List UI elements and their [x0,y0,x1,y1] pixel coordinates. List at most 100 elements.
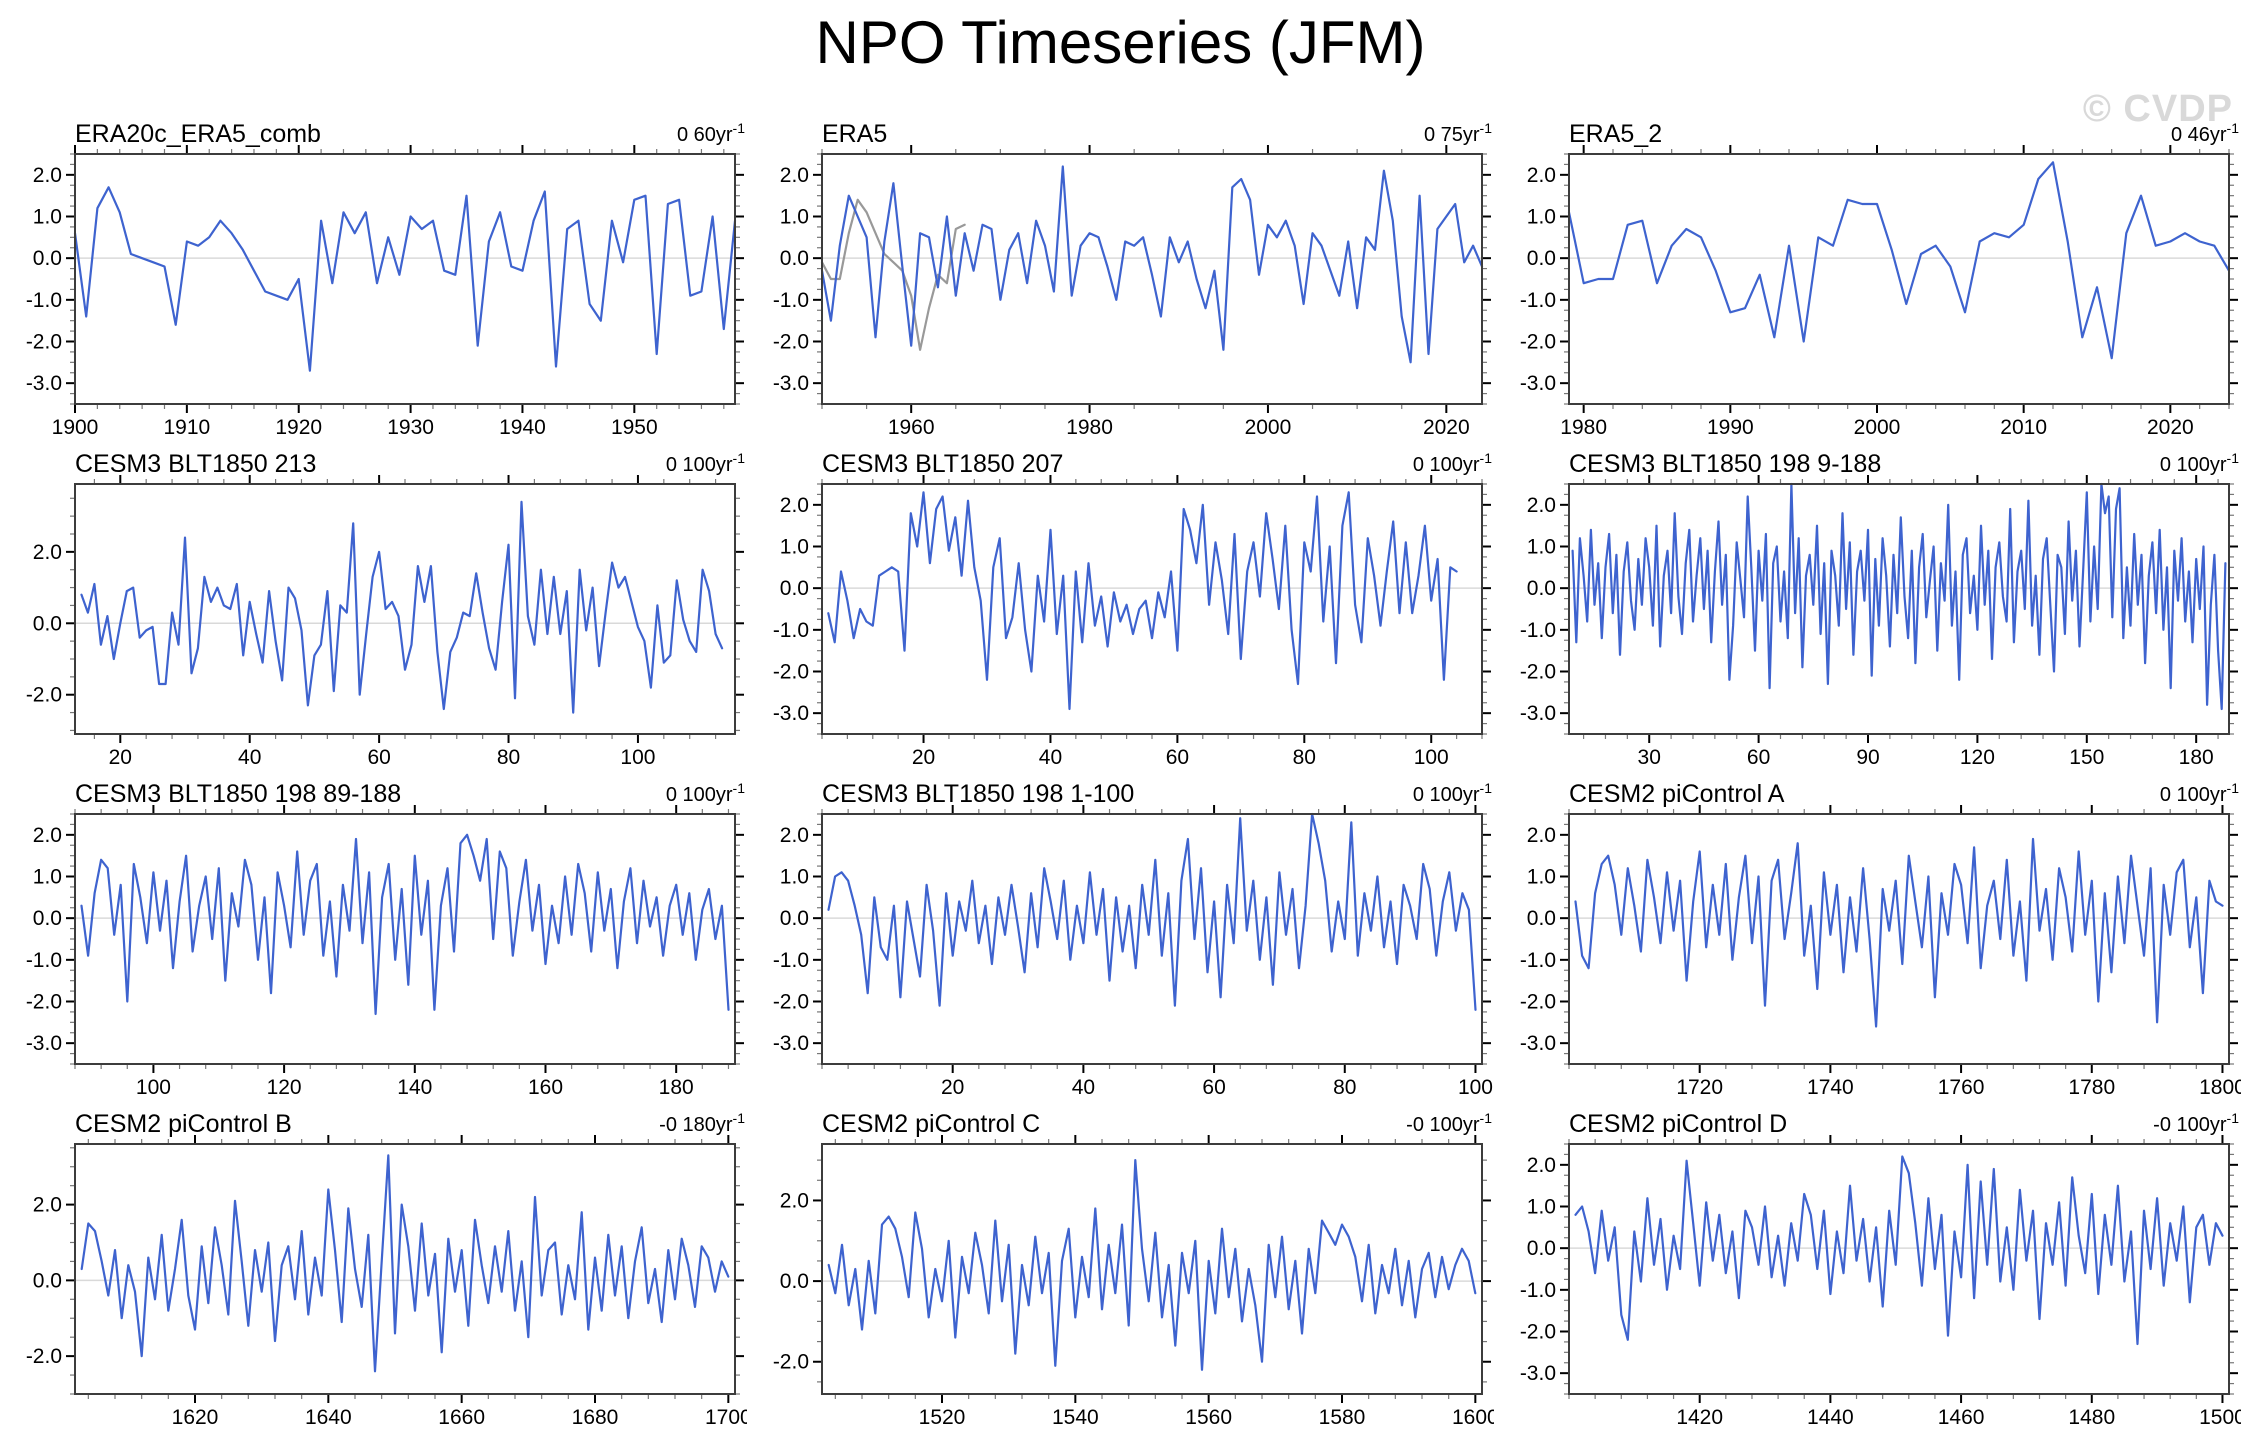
timeseries-plot: 2.0 1.0 0.0 -1.0 -2.0 -3.0 1900 1910 1920 1930 194… [26,120,745,434]
x-tick-label: 1720 [1676,1076,1723,1094]
y-tick-label: -3.0 [1520,1032,1556,1055]
y-tick-label: 0.0 [780,907,809,930]
y-tick-label: -2.0 [773,1351,809,1374]
y-tick-label: 2.0 [780,494,809,517]
y-tick-label: 0.0 [1527,1237,1556,1260]
trend-label: 0 60yr-1 [677,120,745,146]
trend-label: 0 100yr-1 [666,780,745,806]
x-tick-label: 1640 [305,1406,352,1424]
panel-title: CESM2 piControl B [75,1110,292,1138]
secondary-plot-line [820,198,966,351]
panel-title: CESM2 piControl C [822,1110,1040,1138]
chart-panel-12: 2.0 1.0 0.0 -1.0 -2.0 -3.0 1420 1440 1460 1480 150… [1494,1094,2241,1424]
x-tick-label: 180 [659,1076,694,1094]
y-tick-label: 1.0 [780,536,809,559]
x-tick-label: 2010 [2000,416,2047,434]
x-tick-label: 1480 [2068,1406,2115,1424]
chart-panel-3: 2.0 1.0 0.0 -1.0 -2.0 -3.0 1980 1990 2000 2010 202… [1494,104,2241,434]
x-tick-label: 2000 [1854,416,1901,434]
y-tick-label: -3.0 [1520,1362,1556,1385]
y-tick-label: -3.0 [773,702,809,725]
x-tick-label: 1980 [1066,416,1113,434]
x-tick-label: 1740 [1807,1076,1854,1094]
x-tick-label: 1990 [1707,416,1754,434]
axis-ticks [66,1135,744,1403]
axis-frame [821,1143,1483,1395]
plot-line [80,500,724,714]
y-tick-label: -2.0 [773,331,809,354]
chart-panel-4: 2.0 0.0 -2.0 20 40 60 80 100 CESM3 BLT1850 213 0 … [0,434,747,764]
chart-panel-7: 2.0 1.0 0.0 -1.0 -2.0 -3.0 100 120 140 160 180 CESM… [0,764,747,1094]
y-tick-label: 1.0 [780,866,809,889]
x-tick-label: 1950 [611,416,658,434]
axis-frame [821,153,1483,405]
timeseries-plot: 2.0 1.0 0.0 -1.0 -2.0 -3.0 1420 1440 1460 1480 150… [1520,1110,2241,1424]
x-tick-label: 1900 [52,416,99,434]
x-tick-label: 1800 [2199,1076,2241,1094]
y-tick-label: -1.0 [1520,619,1556,642]
x-tick-label: 1930 [387,416,434,434]
timeseries-plot: 2.0 1.0 0.0 -1.0 -2.0 -3.0 1960 1980 2000 2020 ERA… [773,120,1492,434]
x-tick-label: 100 [1414,746,1449,764]
panel-title: CESM3 BLT1850 198 89-188 [75,780,401,808]
x-tick-label: 80 [497,746,520,764]
x-tick-label: 1520 [919,1406,966,1424]
x-tick-label: 60 [1166,746,1189,764]
y-tick-label: 1.0 [1527,1196,1556,1219]
x-tick-label: 1660 [438,1406,485,1424]
plot-line [73,186,737,372]
trend-label: 0 100yr-1 [666,450,745,476]
axis-frame [74,483,736,735]
y-tick-label: -2.0 [26,1345,62,1368]
x-tick-label: 2020 [1423,416,1470,434]
y-tick-label: 0.0 [33,612,62,635]
axis-frame [74,153,736,405]
timeseries-plot: 2.0 0.0 -2.0 20 40 60 80 100 CESM3 BLT1850 213 0 … [26,450,745,764]
charts-grid: 2.0 1.0 0.0 -1.0 -2.0 -3.0 1900 1910 1920 1930 194… [0,104,2241,1424]
trend-label: -0 100yr-1 [1406,1110,1492,1136]
x-tick-label: 120 [267,1076,302,1094]
y-tick-label: 2.0 [1527,824,1556,847]
x-tick-label: 2020 [2147,416,2194,434]
axis-ticks [813,805,1491,1073]
y-tick-label: -2.0 [773,661,809,684]
timeseries-plot: 2.0 1.0 0.0 -1.0 -2.0 -3.0 20 40 60 80 100 CESM3 BL… [773,450,1492,764]
plot-line [820,165,1484,364]
chart-panel-1: 2.0 1.0 0.0 -1.0 -2.0 -3.0 1900 1910 1920 1930 194… [0,104,747,434]
x-tick-label: 20 [912,746,935,764]
y-tick-label: -1.0 [773,949,809,972]
chart-panel-5: 2.0 1.0 0.0 -1.0 -2.0 -3.0 20 40 60 80 100 CESM3 BL… [747,434,1494,764]
timeseries-plot: 2.0 0.0 -2.0 1520 1540 1560 1580 1600 CESM2 piCo… [773,1110,1494,1424]
x-tick-label: 80 [1293,746,1316,764]
y-tick-label: 0.0 [33,907,62,930]
axis-ticks [66,475,744,743]
timeseries-plot: 2.0 1.0 0.0 -1.0 -2.0 -3.0 1720 1740 1760 1780 180… [1520,780,2241,1094]
x-tick-label: 40 [238,746,261,764]
y-tick-label: -1.0 [1520,289,1556,312]
y-tick-label: 0.0 [33,1269,62,1292]
chart-panel-2: 2.0 1.0 0.0 -1.0 -2.0 -3.0 1960 1980 2000 2020 ERA… [747,104,1494,434]
x-tick-label: 1960 [888,416,935,434]
plot-line [80,833,730,1016]
y-tick-label: 2.0 [1527,164,1556,187]
plot-line [80,1154,730,1373]
y-tick-label: 2.0 [780,824,809,847]
x-tick-label: 30 [1638,746,1661,764]
trend-label: 0 100yr-1 [2160,450,2239,476]
y-tick-label: -3.0 [1520,702,1556,725]
chart-panel-6: 2.0 1.0 0.0 -1.0 -2.0 -3.0 30 60 90 120 150 180 CESM… [1494,434,2241,764]
y-tick-label: 0.0 [780,1270,809,1293]
x-tick-label: 100 [1458,1076,1493,1094]
y-tick-label: 0.0 [780,247,809,270]
panel-title: CESM2 piControl A [1569,780,1785,808]
y-tick-label: 0.0 [33,247,62,270]
panel-title: CESM3 BLT1850 213 [75,450,316,478]
timeseries-plot: 2.0 1.0 0.0 -1.0 -2.0 -3.0 20 40 60 80 100 CESM3 BL… [773,780,1493,1094]
chart-panel-9: 2.0 1.0 0.0 -1.0 -2.0 -3.0 1720 1740 1760 1780 180… [1494,764,2241,1094]
y-tick-label: -2.0 [26,684,62,707]
x-tick-label: 40 [1039,746,1062,764]
y-tick-label: 0.0 [1527,907,1556,930]
y-tick-label: 2.0 [1527,494,1556,517]
x-tick-label: 1460 [1938,1406,1985,1424]
panel-title: CESM2 piControl D [1569,1110,1787,1138]
